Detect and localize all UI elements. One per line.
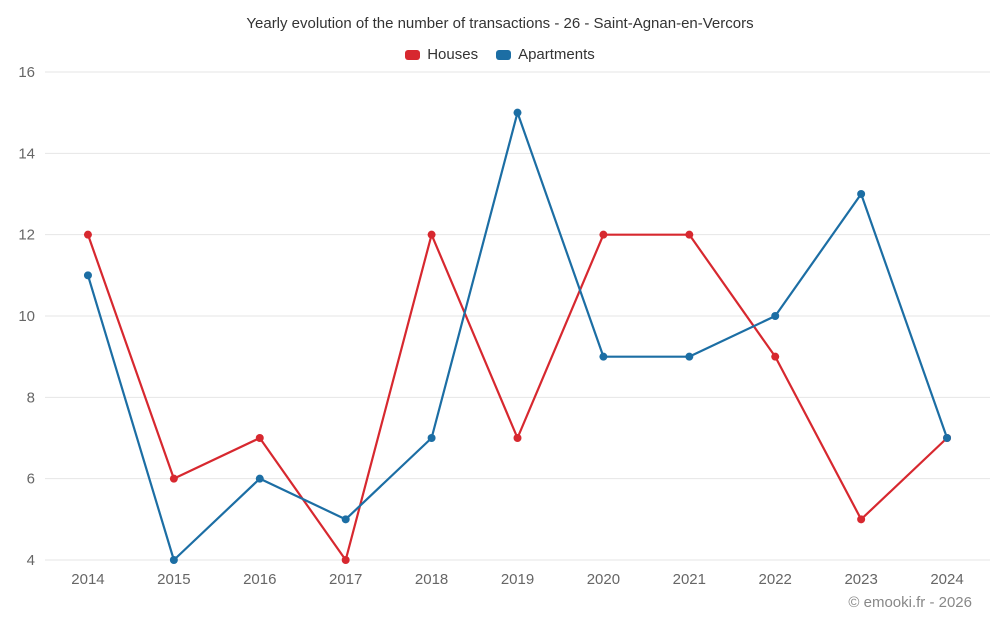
legend-label-houses: Houses	[427, 46, 479, 63]
svg-text:2021: 2021	[673, 571, 706, 588]
footer-credit: © emooki.fr - 2026	[848, 594, 972, 611]
legend-item-houses[interactable]: Houses	[405, 46, 478, 63]
chart-title: Yearly evolution of the number of transa…	[246, 15, 754, 32]
legend-label-apartments: Apartments	[518, 46, 595, 63]
svg-text:2018: 2018	[415, 571, 448, 588]
svg-text:4: 4	[27, 552, 35, 569]
svg-text:2023: 2023	[844, 571, 877, 588]
svg-text:6: 6	[27, 471, 35, 488]
svg-text:2016: 2016	[243, 571, 276, 588]
apartments-series-swatch	[496, 49, 512, 60]
svg-text:2022: 2022	[759, 571, 792, 588]
svg-text:2019: 2019	[501, 571, 534, 588]
svg-text:10: 10	[18, 308, 35, 325]
svg-text:12: 12	[18, 227, 35, 244]
legend-item-apartments[interactable]: Apartments	[496, 46, 595, 63]
svg-text:14: 14	[18, 145, 35, 162]
svg-text:2020: 2020	[587, 571, 620, 588]
svg-text:8: 8	[27, 389, 35, 406]
svg-text:16: 16	[18, 64, 35, 81]
houses-series-swatch	[405, 49, 421, 60]
svg-text:2014: 2014	[71, 571, 104, 588]
legend: Houses Apartments	[0, 46, 1000, 63]
svg-text:2017: 2017	[329, 571, 362, 588]
svg-text:2015: 2015	[157, 571, 190, 588]
svg-text:2024: 2024	[930, 571, 963, 588]
